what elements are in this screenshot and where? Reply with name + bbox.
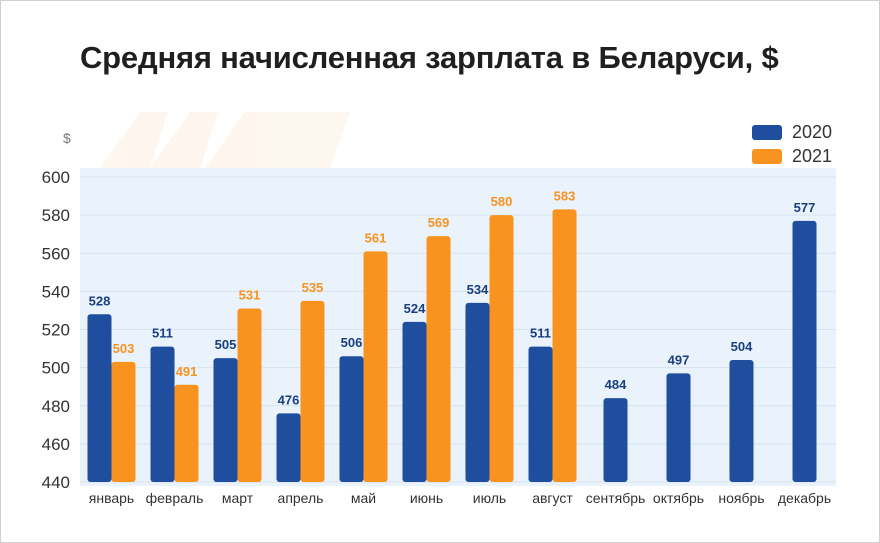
y-tick-label: 580 [42,206,70,225]
y-tick-label: 540 [42,282,70,301]
legend-item-2021: 2021 [752,144,832,168]
data-label-2020: 505 [215,337,237,352]
legend-label-2020: 2020 [792,121,833,142]
y-tick-label: 520 [42,321,70,340]
data-labels: 528 503 511 491 505 531 476 535 506 561 524 569 534 5… [89,188,816,407]
bar-2020 [87,314,112,482]
bar-2021 [489,215,514,482]
x-tick-label: март [222,490,254,506]
data-label-2021: 561 [365,230,387,245]
data-label-2020: 577 [794,200,816,215]
watermark-logo [100,112,350,168]
chart-title: Средняя начисленная зарплата в Беларуси,… [80,40,779,75]
x-tick-label: май [351,490,376,506]
bar-2020 [465,302,490,482]
bar-2020 [276,413,301,482]
bars [87,209,817,482]
bar-2021 [300,300,325,482]
x-tick-label: январь [89,490,134,506]
data-label-2020: 506 [341,335,363,350]
legend-item-2020: 2020 [752,120,832,144]
y-tick-label: 560 [42,244,70,263]
y-axis-unit: $ [63,130,71,146]
bar-2020 [729,360,754,482]
x-axis-ticks: январь февраль март апрель май июнь июль август… [89,490,831,506]
bar-2020 [213,358,238,482]
grid-lines [80,176,836,483]
x-tick-label: август [532,490,573,506]
data-label-2020: 476 [278,392,300,407]
x-tick-label: декабрь [778,490,831,506]
data-label-2021: 531 [239,288,261,303]
bar-2021 [426,236,451,482]
y-tick-label: 480 [42,397,70,416]
bar-2020 [528,346,553,482]
bar-2020 [150,346,175,482]
x-tick-label: июль [473,490,506,506]
bar-2020 [666,373,691,482]
bar-2020 [339,356,364,482]
data-label-2020: 504 [731,339,753,354]
data-label-2021: 583 [554,188,576,203]
y-tick-label: 460 [42,435,70,454]
data-label-2020: 497 [668,352,690,367]
bar-2021 [237,308,262,482]
x-tick-label: февраль [146,490,204,506]
bar-2020 [402,321,427,482]
y-axis-ticks: 440 460 480 500 520 540 560 580 600 [42,168,70,492]
bar-2020 [603,398,628,482]
data-label-2021: 503 [113,341,135,356]
data-label-2020: 511 [530,326,551,341]
y-tick-label: 500 [42,359,70,378]
data-label-2021: 535 [302,280,324,295]
x-tick-label: сентябрь [586,490,646,506]
chart-legend: 2020 2021 [752,120,832,168]
x-tick-label: октябрь [653,490,704,506]
plot-background [80,168,836,486]
x-tick-label: июнь [410,490,443,506]
data-label-2020: 528 [89,293,111,308]
x-tick-label: ноябрь [718,490,764,506]
legend-swatch-2020 [752,124,782,140]
y-tick-label: 600 [42,168,70,187]
bar-2020 [792,220,817,482]
legend-label-2021: 2021 [792,145,833,166]
data-label-2020: 511 [152,326,173,341]
bar-2021 [363,251,388,482]
x-tick-label: апрель [278,490,324,506]
y-tick-label: 440 [42,473,70,492]
data-label-2021: 491 [176,364,198,379]
bar-2021 [174,384,199,482]
legend-swatch-2021 [752,148,782,164]
data-label-2021: 569 [428,215,450,230]
bar-2021 [111,361,136,482]
data-label-2020: 524 [404,301,426,316]
data-label-2020: 534 [467,282,489,297]
data-label-2020: 484 [605,377,627,392]
data-label-2021: 580 [491,194,513,209]
bar-2021 [552,209,577,482]
